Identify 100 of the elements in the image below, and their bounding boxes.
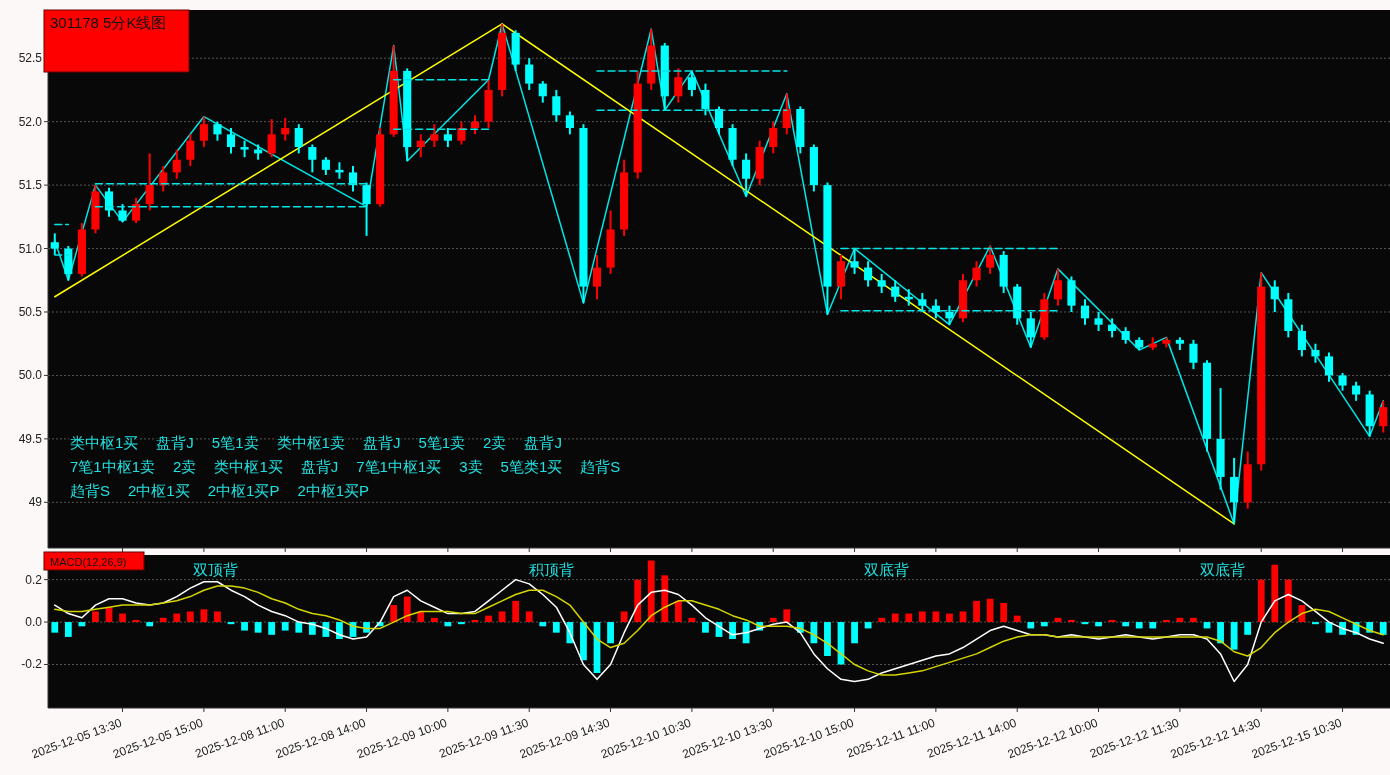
candlestick [945,304,954,326]
annotation: 2卖 [173,458,197,475]
bar [729,622,736,640]
bar [1068,619,1075,623]
bar [390,605,398,623]
bar [552,622,560,633]
candlestick [308,143,317,174]
y-tick-label: 50.0 [18,368,43,383]
candlestick [1270,279,1279,313]
annotation: 2中枢1买P [207,482,280,499]
candlestick [1379,399,1388,434]
bar [661,575,669,623]
candlestick [457,120,466,146]
bar [580,622,587,661]
candlestick [1026,310,1035,349]
bar [186,611,194,623]
bar [1122,622,1130,627]
candlestick [986,245,995,275]
annotation: 2中枢1买P [297,482,370,499]
bar [458,622,465,625]
candlestick [674,67,683,104]
bar [1162,619,1170,623]
candlestick [864,260,873,288]
y-tick-label: 0.2 [25,572,43,587]
candlestick [714,105,724,136]
candlestick [891,279,900,303]
bar [783,609,791,623]
bar [1108,619,1116,623]
candlestick [850,247,859,275]
title: MACD(12,26,9) [43,551,145,571]
candlestick [213,120,222,142]
bar [1244,622,1252,635]
bar [918,611,926,623]
bar [973,600,980,623]
candlestick [1053,267,1062,307]
annotation: 类中枢1买 [70,434,139,451]
y-tick-label: 51.0 [18,241,43,256]
y-tick-label: 0.0 [25,615,43,630]
bar [674,600,682,623]
candlestick [172,148,181,180]
candlestick [918,291,927,313]
candlestick [1108,317,1117,339]
bar [1095,622,1102,627]
bar [1379,622,1387,635]
y-tick-label: 49.5 [18,431,43,446]
candlestick [525,57,534,91]
bar [525,611,533,623]
candlestick [50,232,59,256]
annotation: 2中枢1买 [128,482,190,499]
chart-title: 301178 5分K线图 [50,14,167,31]
annotation: 3卖 [459,458,483,475]
bar [607,622,614,644]
candlestick [972,260,981,288]
candlestick [430,123,439,149]
candlestick [294,123,303,155]
bar [539,622,547,627]
candlestick [145,152,154,212]
bar [1135,622,1143,629]
annotation: 5笔类1买 [500,458,563,475]
candlestick [199,115,208,149]
y-tick-label: 52.0 [18,114,43,129]
annotation: 类中枢1卖 [276,434,345,451]
annotation: 5笔1卖 [211,434,259,451]
bar [702,622,709,633]
bar [119,613,126,623]
candlestick [1189,338,1198,371]
bar [1027,622,1035,629]
bar [403,596,411,623]
annotation: 盘背J [524,434,562,451]
bar [742,622,750,644]
bar [241,622,248,631]
bar [295,622,303,633]
annotation: 7笔1中枢1卖 [70,458,156,475]
candlestick [565,110,574,136]
bar [1217,622,1224,644]
bar [1190,617,1197,623]
bar [132,619,140,623]
annotation: 2卖 [483,434,507,451]
bar [1149,622,1157,629]
bar [634,579,642,623]
bar [824,622,831,657]
bar [878,617,886,623]
bar [92,611,99,623]
chart-title: MACD(12,26,9) [50,556,127,568]
bar [64,622,72,637]
annotation: 盘背J [300,458,339,475]
candlestick [416,133,425,159]
bar [268,622,276,635]
bar [281,622,289,631]
candlestick [877,272,886,294]
annotation: 积顶背 [528,561,574,578]
bar [430,617,438,623]
candlestick [1094,310,1103,333]
bar [498,611,506,623]
annotation: 类中枢1买 [214,458,283,475]
annotation: 趋背S [70,482,111,499]
y-tick-label: 52.5 [18,51,43,66]
bar [1040,622,1048,627]
candlestick [104,186,114,218]
candlestick [769,120,778,155]
